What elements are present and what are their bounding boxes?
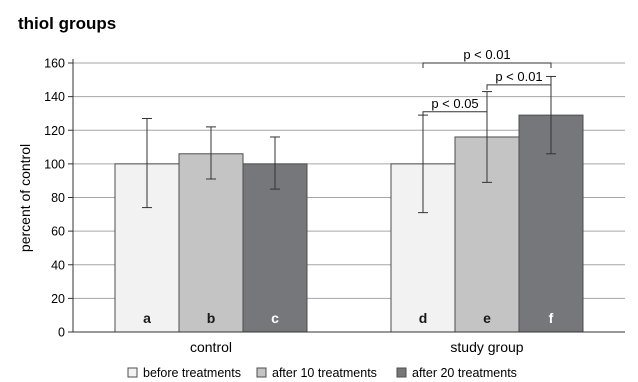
y-tick-label: 60 [51, 225, 65, 239]
y-tick-label: 40 [51, 258, 65, 272]
legend-label: before treatments [143, 366, 241, 380]
significance-label: p < 0.01 [495, 69, 542, 84]
x-category-label: control [190, 339, 232, 355]
bar-labels: a db ec f [143, 310, 554, 326]
significance-bracket [422, 111, 488, 117]
y-tick-label: 100 [44, 157, 65, 171]
y-tick-label: 20 [51, 292, 65, 306]
axes [72, 59, 625, 333]
legend-swatch [127, 367, 138, 378]
significance-bracket [486, 84, 552, 90]
legend-label: after 10 treatments [272, 366, 377, 380]
bar-label: a [143, 310, 151, 326]
legend: before treatments after 10 treatments afte… [127, 366, 517, 380]
significance-annotations: p < 0.05 p < 0.01 p < 0.01 [422, 47, 552, 117]
legend-label: after 20 treatments [412, 366, 517, 380]
y-tick-label: 120 [44, 124, 65, 138]
significance-label: p < 0.01 [463, 47, 510, 62]
legend-swatch [396, 367, 407, 378]
bar-label: e [483, 310, 491, 326]
bars [114, 114, 584, 333]
bar-label: c [271, 310, 279, 326]
x-axis-categories: control study group [190, 339, 524, 355]
bar-label: d [419, 310, 428, 326]
error-bars [142, 75, 556, 214]
bar [242, 163, 308, 333]
y-tick-label: 160 [44, 57, 65, 71]
bar-label: b [207, 310, 216, 326]
y-tick-label: 0 [58, 326, 65, 340]
x-category-label: study group [450, 339, 523, 355]
significance-bracket [422, 62, 552, 68]
y-tick-label: 140 [44, 90, 65, 104]
y-tick-label: 80 [51, 191, 65, 205]
legend-swatch [256, 367, 267, 378]
significance-label: p < 0.05 [431, 96, 478, 111]
bar-label: f [549, 310, 554, 326]
bar [178, 153, 244, 333]
chart-title: thiol groups [18, 14, 116, 33]
y-axis-ticks: 0 20 40 60 80 100 120 140 160 [44, 57, 73, 340]
y-axis-label: percent of control [17, 144, 33, 252]
